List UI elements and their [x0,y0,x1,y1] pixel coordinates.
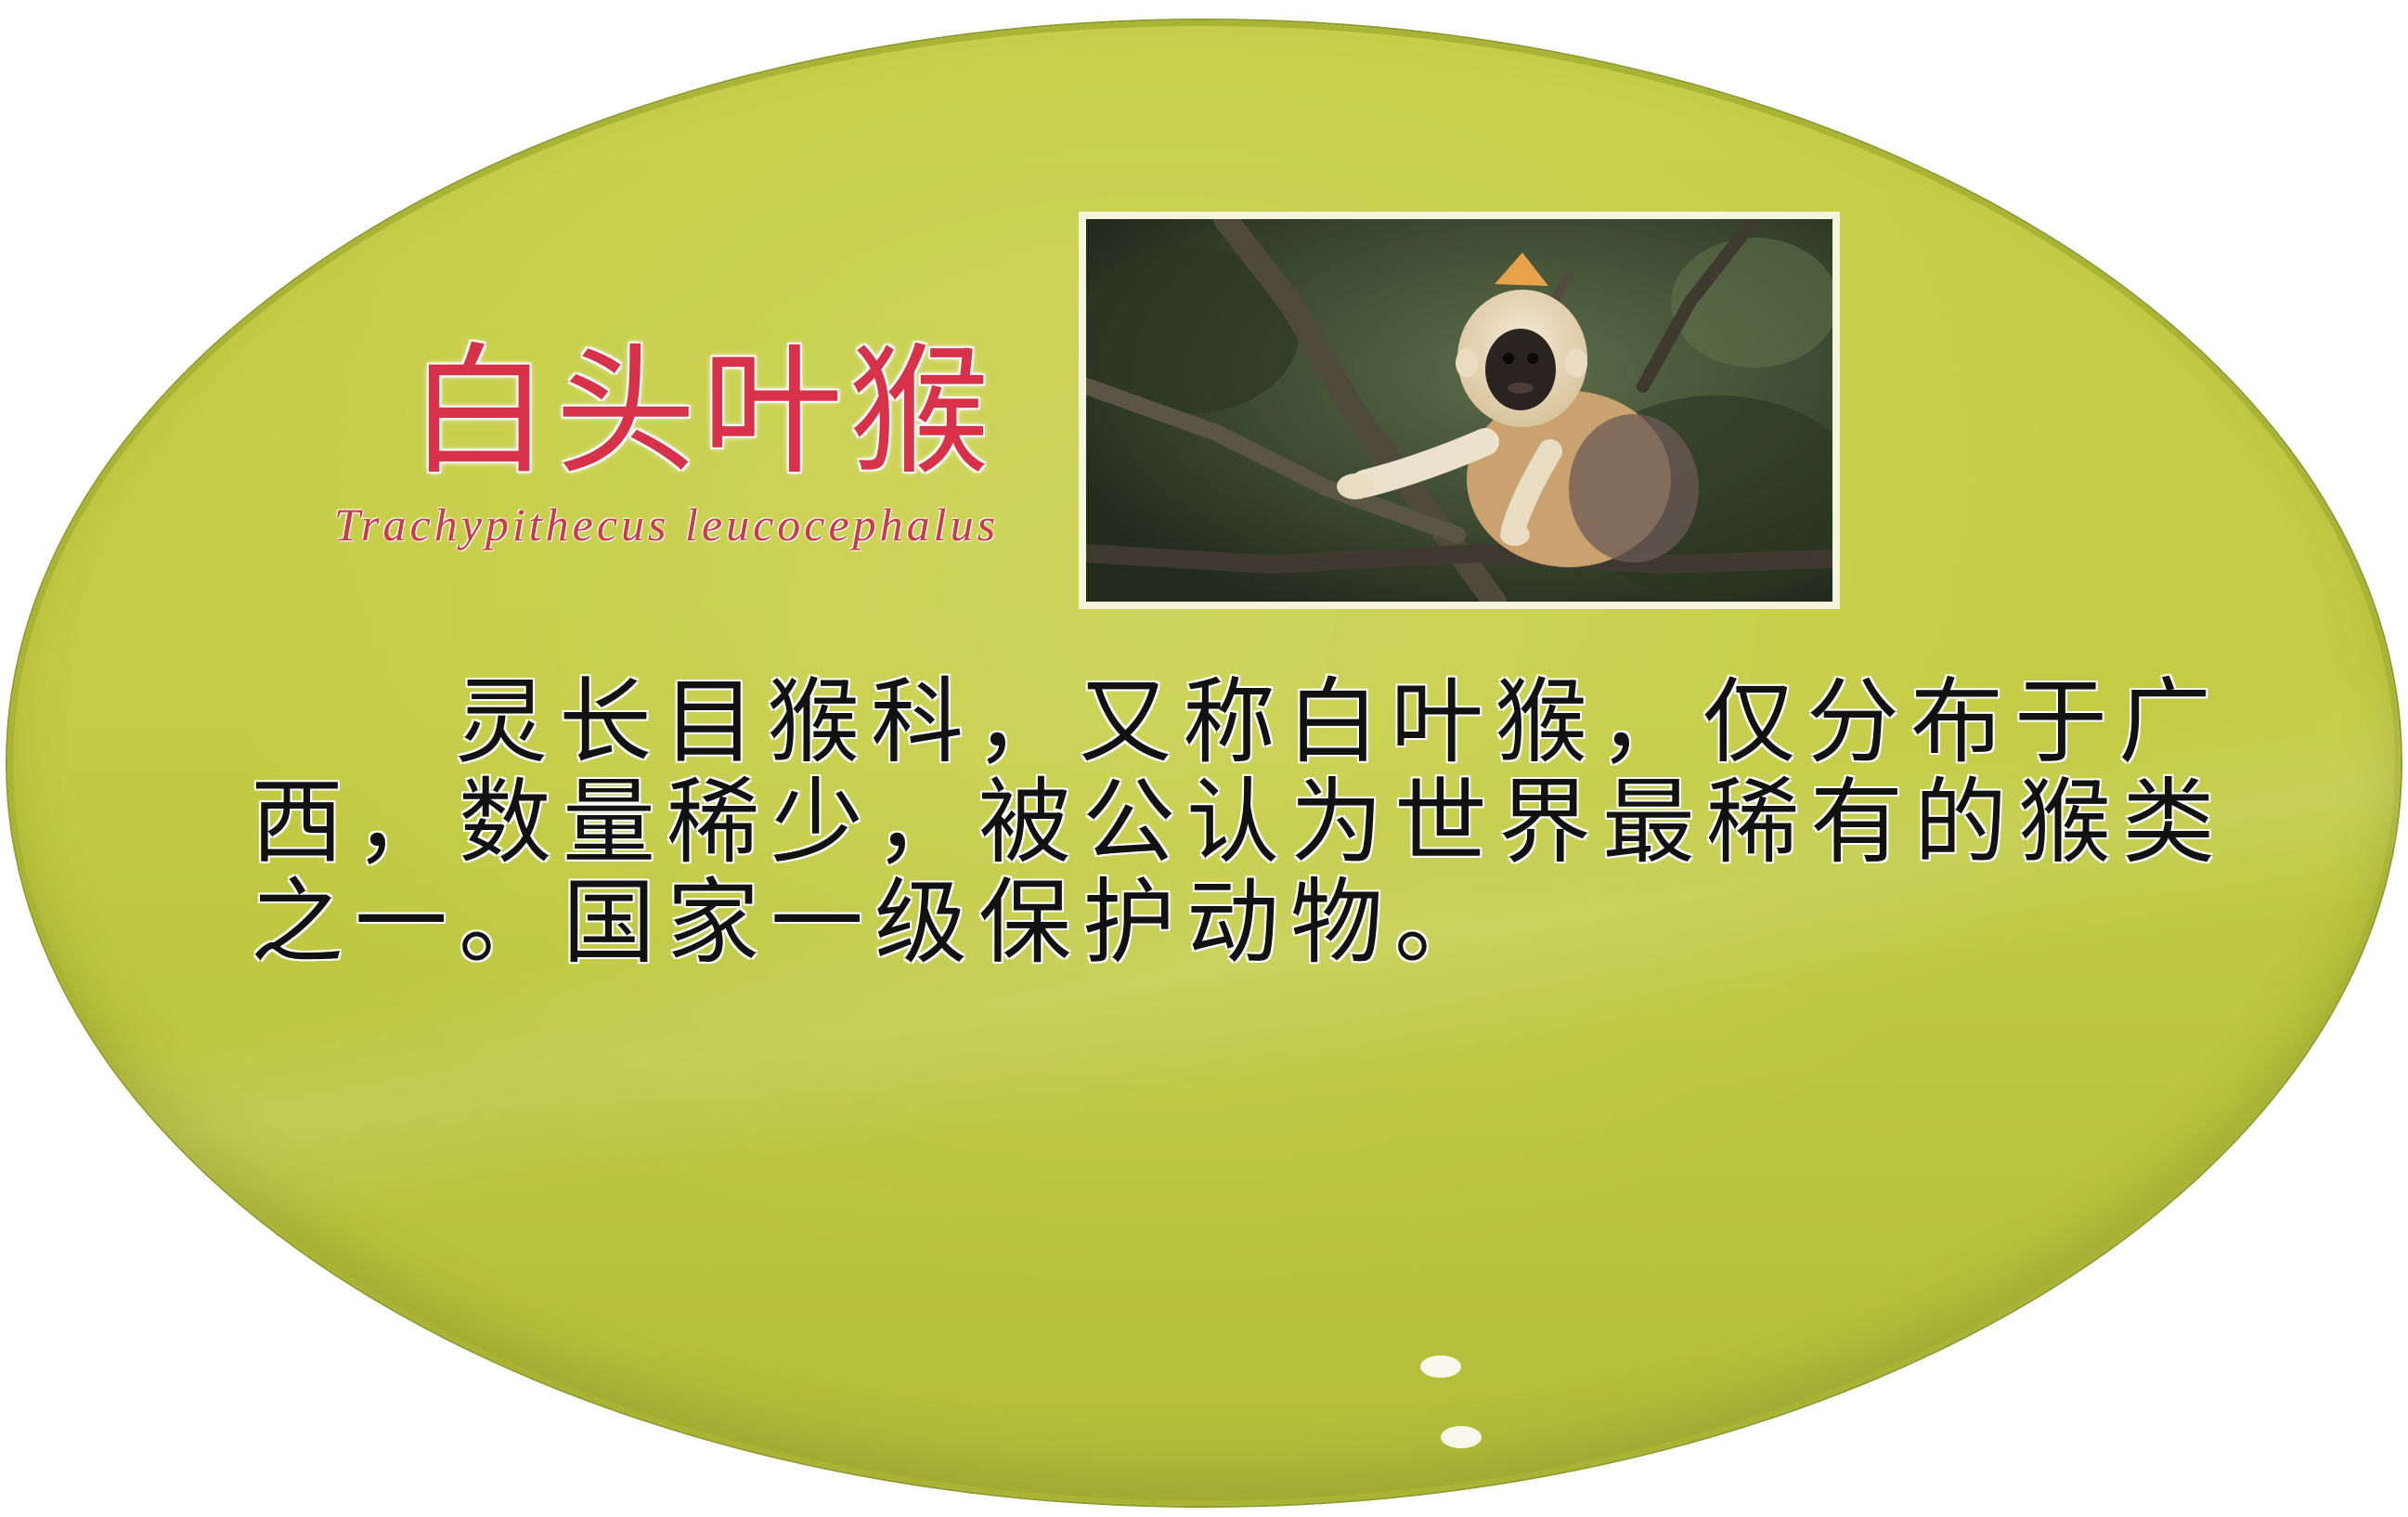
species-latin-name: Trachypithecus leucocephalus [334,499,1000,551]
white-headed-langur-photo [1079,212,1840,609]
species-title: 白头叶猴 [408,330,995,494]
description-text: 灵长目猴科，又称白叶猴，仅分布于广 西，数量稀少，被公认为世界最稀有的猴类 之一… [251,676,2256,977]
reflection-spot [1441,1426,1482,1448]
description-line: 灵长目猴科，又称白叶猴，仅分布于广 [455,668,2222,776]
description-line: 之一。国家一级保护动物。 [251,868,1498,977]
langur-illustration [1086,219,1832,602]
reflection-spot [1420,1355,1461,1378]
description-line: 西，数量稀少，被公认为世界最稀有的猴类 [251,768,2226,876]
